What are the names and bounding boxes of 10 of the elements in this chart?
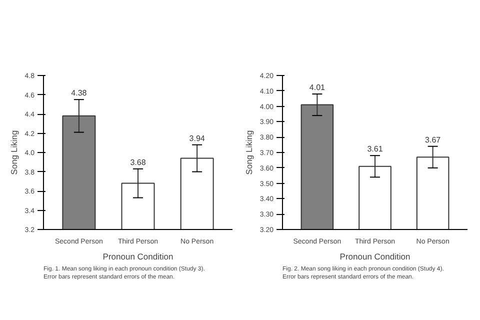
data-label: 3.61 [367, 144, 384, 154]
x-axis-title: Pronoun Condition [102, 252, 174, 262]
data-label: 3.94 [189, 134, 206, 143]
data-label: 4.38 [71, 88, 88, 98]
y-axis-title: Song Liking [8, 130, 19, 175]
data-label: 4.01 [309, 82, 326, 92]
data-label: 3.67 [425, 135, 442, 144]
data-label: 3.68 [130, 158, 146, 167]
y-axis-title: Song Liking [244, 130, 254, 175]
x-axis-title: Pronoun Condition [340, 252, 410, 262]
